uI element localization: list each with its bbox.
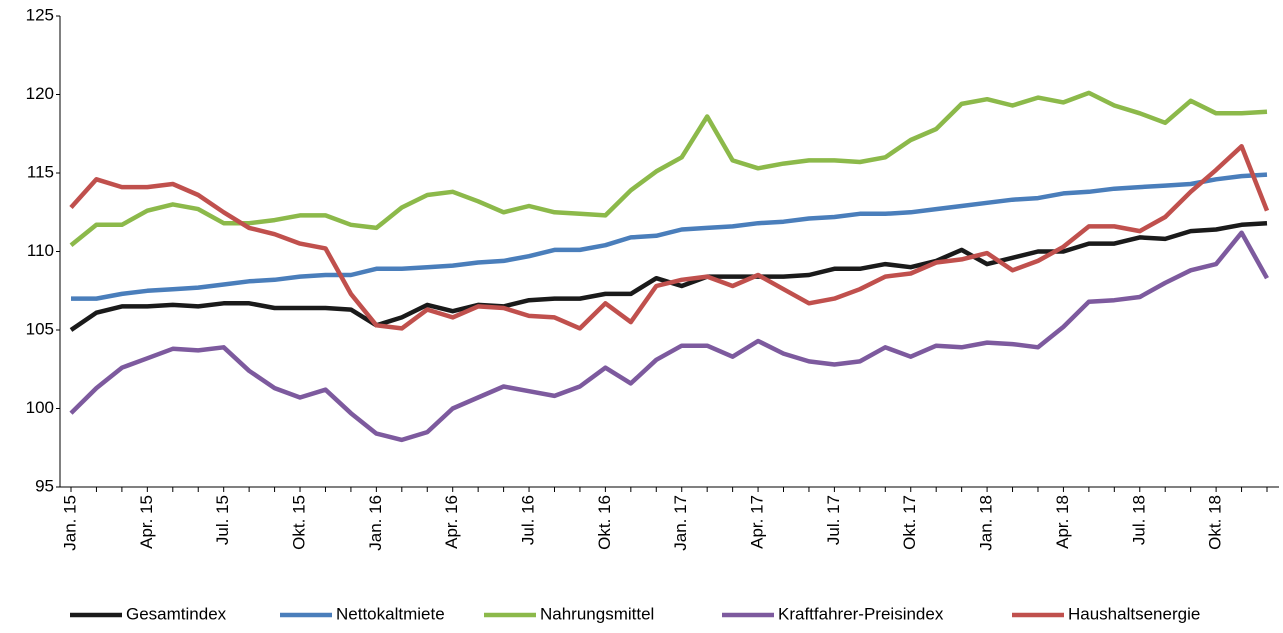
legend-label: Haushaltsenergie xyxy=(1068,604,1200,623)
x-tick-label: Jul. 18 xyxy=(1129,495,1148,545)
x-tick-label: Jan. 17 xyxy=(671,495,690,551)
x-tick-label: Jul. 15 xyxy=(213,495,232,545)
legend-label: Kraftfahrer-Preisindex xyxy=(778,604,944,623)
x-tick-label: Jan. 18 xyxy=(977,495,996,551)
x-tick-label: Jan. 15 xyxy=(60,495,79,551)
x-tick-label: Jul. 17 xyxy=(824,495,843,545)
x-tick-label: Jul. 16 xyxy=(519,495,538,545)
series-line xyxy=(69,220,1268,332)
x-tick-label: Apr. 16 xyxy=(442,495,461,549)
x-tick-label: Apr. 17 xyxy=(748,495,767,549)
legend-label: Nahrungsmittel xyxy=(540,604,654,623)
legend-label: Gesamtindex xyxy=(126,604,227,623)
y-tick-label: 105 xyxy=(26,319,54,338)
x-tick-label: Okt. 15 xyxy=(290,495,309,550)
x-tick-label: Jan. 16 xyxy=(366,495,385,551)
y-tick-label: 115 xyxy=(27,162,54,181)
y-tick-label: 120 xyxy=(26,84,54,103)
x-tick-label: Apr. 18 xyxy=(1053,495,1072,549)
series-line xyxy=(71,172,1268,301)
series-line xyxy=(69,144,1270,331)
y-tick-label: 110 xyxy=(27,241,54,260)
x-tick-label: Okt. 16 xyxy=(595,495,614,550)
series-line xyxy=(69,90,1268,247)
x-tick-label: Okt. 17 xyxy=(900,495,919,550)
legend-label: Nettokaltmiete xyxy=(336,604,445,623)
y-tick-label: 100 xyxy=(26,398,54,417)
y-tick-label: 125 xyxy=(26,5,54,24)
x-tick-label: Okt. 18 xyxy=(1206,495,1225,550)
y-tick-label: 95 xyxy=(35,476,54,495)
x-tick-label: Apr. 15 xyxy=(137,495,156,549)
series-line xyxy=(69,230,1269,443)
